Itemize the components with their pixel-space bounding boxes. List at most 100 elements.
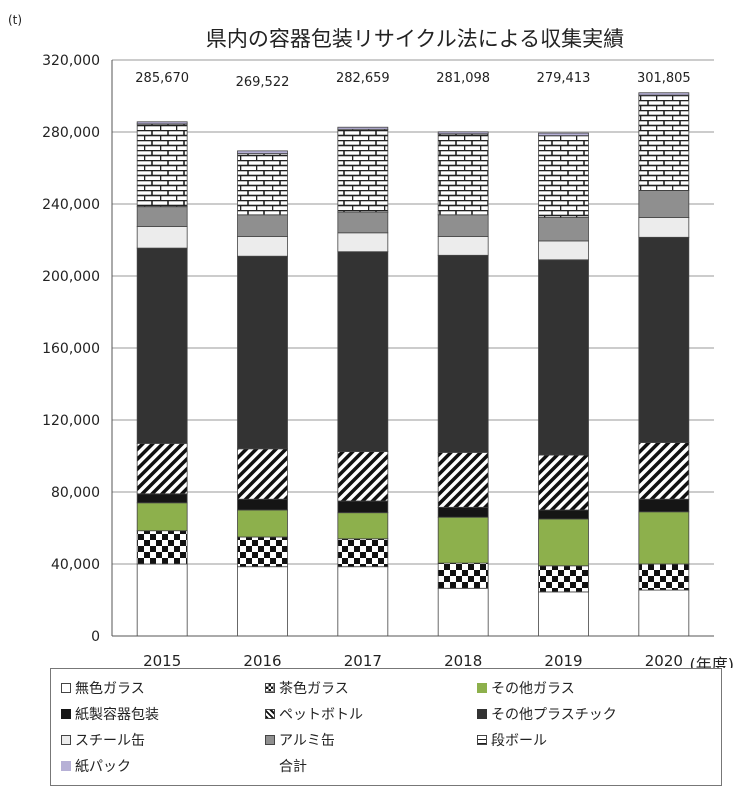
y-tick-label: 280,000 bbox=[42, 125, 100, 141]
bar-segment-green bbox=[638, 511, 690, 565]
bar-segment-diag bbox=[237, 448, 288, 500]
y-tick-label: 320,000 bbox=[42, 53, 100, 69]
bar-segment-checker bbox=[638, 563, 690, 591]
bar-segment-lavender bbox=[136, 121, 188, 125]
y-tick-label: 0 bbox=[91, 629, 100, 645]
bar-segment-dark bbox=[638, 236, 690, 443]
bar-segment-lavender bbox=[337, 126, 389, 130]
bar-segment-lightgray bbox=[337, 232, 389, 253]
legend-item: その他ガラス bbox=[477, 675, 697, 701]
y-tick-label: 80,000 bbox=[51, 485, 100, 501]
legend-item: ペットボトル bbox=[265, 701, 477, 727]
bar-segment-lightgray bbox=[437, 235, 489, 256]
legend-item: その他プラスチック bbox=[477, 701, 697, 727]
bar-segment-gray bbox=[538, 217, 589, 242]
bar-segment-brick bbox=[538, 135, 589, 218]
legend-label: スチール缶 bbox=[75, 733, 145, 749]
x-axis-ticks: 2015 2016 2017 2018 2019 2020 bbox=[143, 652, 683, 668]
bar-segment-diag bbox=[337, 451, 389, 502]
bar-stack bbox=[136, 121, 188, 637]
bar-segment-diag bbox=[437, 451, 489, 508]
bar-segment-checker bbox=[136, 530, 188, 565]
legend-swatch bbox=[265, 735, 275, 745]
total-labels: 285,670 269,522 282,659 281,098 279,413 301,8… bbox=[135, 71, 690, 90]
bar-segment-brick bbox=[136, 123, 188, 208]
bar-segment-lavender bbox=[638, 92, 690, 96]
legend-swatch bbox=[477, 683, 487, 693]
legend-swatch bbox=[265, 709, 275, 719]
x-axis-unit-label: (年度) bbox=[690, 655, 735, 668]
legend-label: 段ボール bbox=[491, 733, 547, 749]
bar-segment-dark bbox=[136, 247, 188, 444]
legend-item: 紙パック bbox=[61, 753, 265, 779]
bar-segment-white bbox=[136, 563, 188, 637]
bar-segment-black bbox=[437, 506, 489, 518]
total-label: 279,413 bbox=[537, 71, 591, 86]
bar-segment-checker bbox=[337, 538, 389, 568]
bars bbox=[136, 92, 690, 637]
y-tick-label: 200,000 bbox=[42, 269, 100, 285]
legend-swatch bbox=[61, 709, 71, 719]
legend-item: 段ボール bbox=[477, 727, 697, 753]
y-tick-label: 120,000 bbox=[42, 413, 100, 429]
bar-segment-lightgray bbox=[538, 240, 589, 261]
total-label: 285,670 bbox=[135, 71, 189, 86]
bar-segment-green bbox=[136, 502, 188, 532]
bar-segment-checker bbox=[437, 562, 489, 589]
legend-item: 紙製容器包装 bbox=[61, 701, 265, 727]
bar-segment-black bbox=[136, 493, 188, 504]
total-label: 301,805 bbox=[637, 71, 691, 86]
legend-swatch bbox=[477, 709, 487, 719]
bar-segment-lightgray bbox=[136, 226, 188, 249]
bar-segment-white bbox=[337, 566, 389, 637]
y-tick-label: 40,000 bbox=[51, 557, 100, 573]
bar-segment-dark bbox=[237, 255, 288, 450]
bar-segment-diag bbox=[136, 442, 188, 495]
bar-segment-white bbox=[638, 589, 690, 637]
bar-segment-green bbox=[538, 518, 589, 567]
bar-segment-black bbox=[538, 509, 589, 520]
bar-segment-white bbox=[538, 591, 589, 637]
bar-segment-green bbox=[237, 509, 288, 538]
legend-item: 無色ガラス bbox=[61, 675, 265, 701]
legend-swatch bbox=[61, 683, 71, 693]
bar-segment-gray bbox=[136, 206, 188, 227]
legend-item: アルミ缶 bbox=[265, 727, 477, 753]
legend-swatch bbox=[265, 761, 275, 771]
gridlines bbox=[112, 59, 714, 565]
legend-swatch bbox=[61, 735, 71, 745]
y-tick-label: 160,000 bbox=[42, 341, 100, 357]
legend-swatch bbox=[477, 735, 487, 745]
y-tick-label: 240,000 bbox=[42, 197, 100, 213]
bar-segment-black bbox=[638, 498, 690, 513]
y-axis-ticks: 0 40,000 80,000 120,000 160,000 200,000 240,00… bbox=[42, 53, 100, 645]
bar-segment-white bbox=[437, 587, 489, 637]
bar-stack bbox=[638, 92, 690, 637]
bar-segment-brick bbox=[638, 94, 690, 191]
bar-segment-green bbox=[437, 516, 489, 564]
legend-item: スチール缶 bbox=[61, 727, 265, 753]
y-axis-unit-label: (t) bbox=[8, 13, 22, 27]
bar-segment-brick bbox=[237, 153, 288, 216]
x-tick-label: 2015 bbox=[143, 652, 181, 668]
bar-segment-checker bbox=[237, 536, 288, 568]
bar-stack bbox=[237, 150, 288, 637]
bar-segment-lavender bbox=[237, 150, 288, 154]
legend-label: 紙製容器包装 bbox=[75, 707, 159, 723]
bar-segment-diag bbox=[638, 442, 690, 500]
total-label: 269,522 bbox=[236, 75, 290, 90]
bar-segment-black bbox=[337, 500, 389, 514]
stacked-bar-chart: 県内の容器包装リサイクル法による収集実績 (t) (年度) 0 40,000 80,… bbox=[8, 13, 735, 668]
legend: 無色ガラス 茶色ガラス その他ガラス 紙製容器包装 ペットボトル その他プラスチック スチー… bbox=[50, 668, 722, 786]
bar-segment-lavender bbox=[437, 131, 489, 135]
bar-segment-green bbox=[337, 512, 389, 540]
bar-segment-dark bbox=[437, 254, 489, 453]
x-tick-label: 2016 bbox=[243, 652, 281, 668]
bar-segment-brick bbox=[337, 128, 389, 213]
bar-segment-gray bbox=[437, 214, 489, 237]
bar-stack bbox=[538, 132, 589, 637]
legend-label: ペットボトル bbox=[279, 707, 363, 723]
x-tick-label: 2019 bbox=[544, 652, 582, 668]
legend-grid: 無色ガラス 茶色ガラス その他ガラス 紙製容器包装 ペットボトル その他プラスチック スチー… bbox=[61, 675, 715, 779]
bar-segment-diag bbox=[538, 454, 589, 511]
